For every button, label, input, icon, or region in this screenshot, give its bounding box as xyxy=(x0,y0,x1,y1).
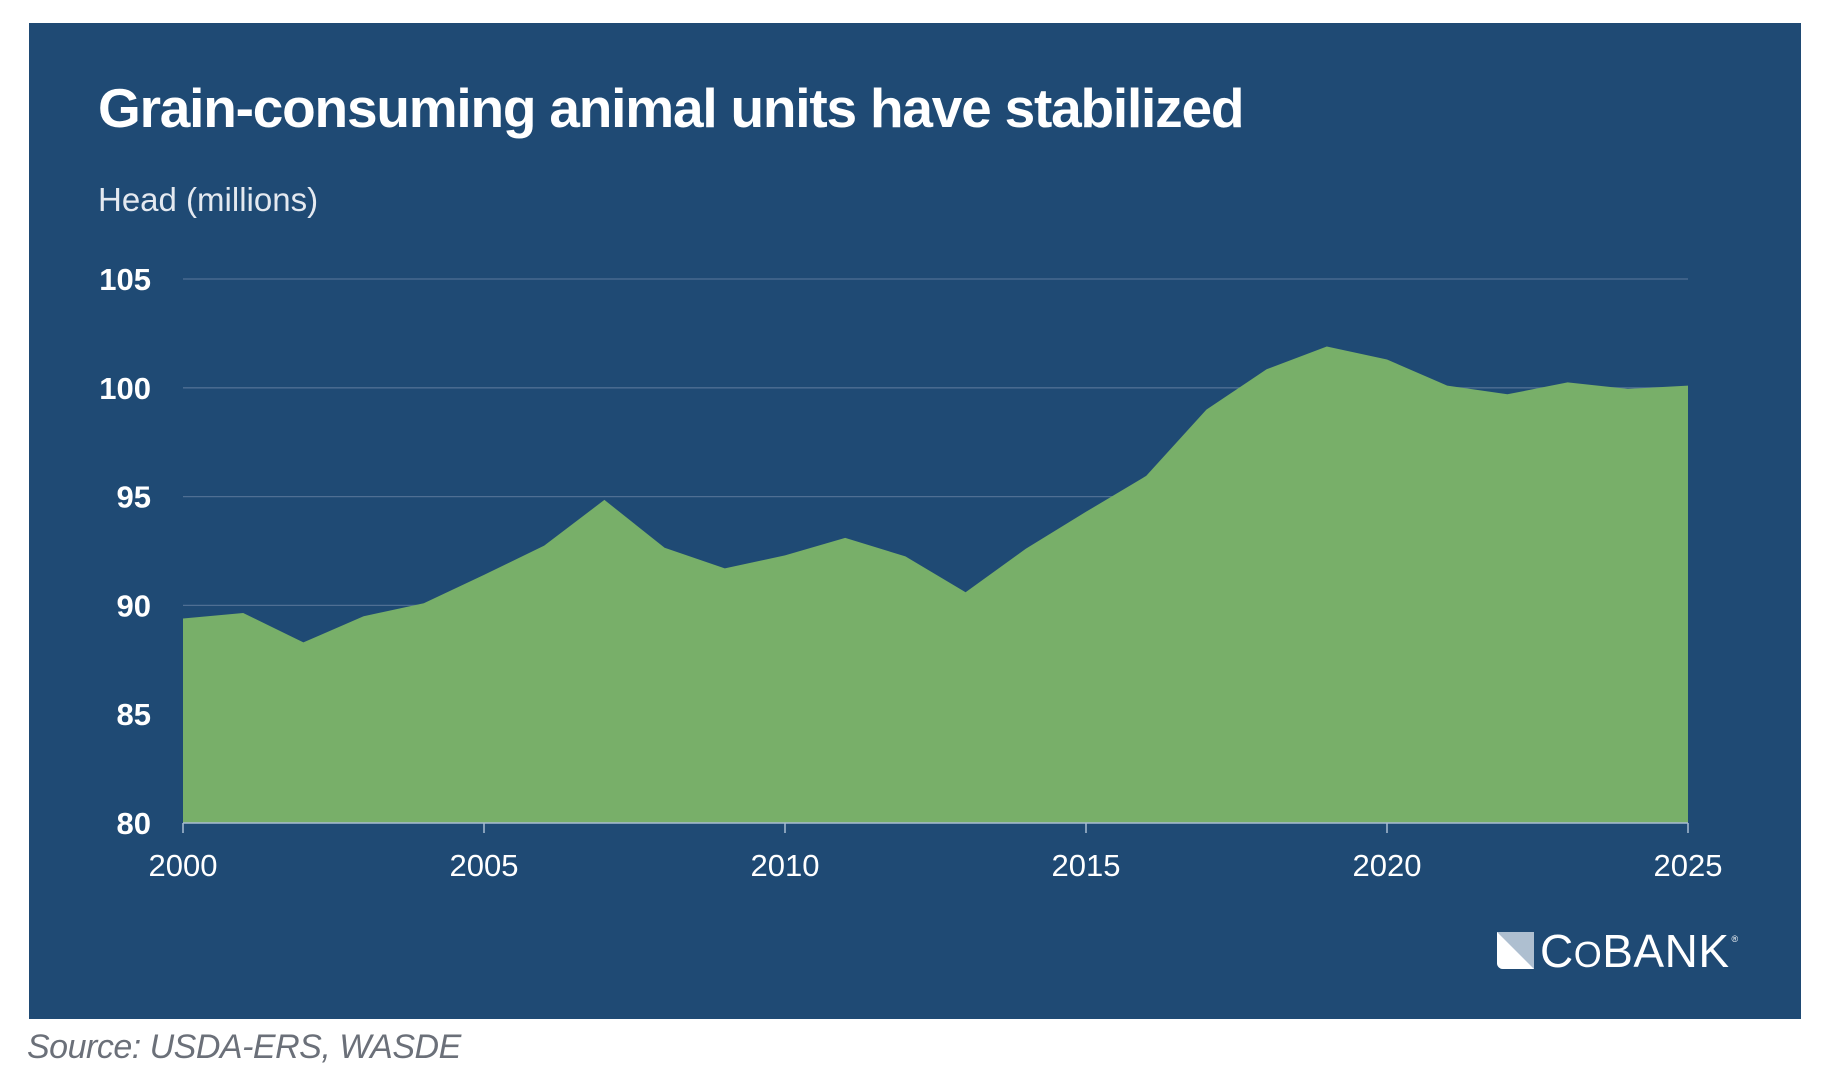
x-tick-label: 2010 xyxy=(751,848,820,883)
x-tick-label: 2020 xyxy=(1353,848,1422,883)
y-axis-unit-label: Head (millions) xyxy=(98,181,319,218)
x-tick-label: 2000 xyxy=(149,848,218,883)
chart-title: Grain-consuming animal units have stabil… xyxy=(98,77,1244,139)
logo-letter-o: O xyxy=(1573,934,1603,975)
x-tick-label: 2005 xyxy=(450,848,519,883)
y-tick-label: 85 xyxy=(117,697,151,732)
cobank-logo-mark-icon xyxy=(1497,932,1534,969)
area-series-grain-consuming-animal-units xyxy=(183,346,1688,823)
y-tick-label: 105 xyxy=(99,262,151,297)
x-axis xyxy=(182,822,1689,833)
y-tick-label: 90 xyxy=(117,588,151,623)
y-tick-label: 100 xyxy=(99,371,151,406)
registered-mark: ® xyxy=(1731,934,1739,944)
logo-letter-c: C xyxy=(1540,925,1574,977)
x-tick-label: 2015 xyxy=(1052,848,1121,883)
logo-letters-bank: BANK xyxy=(1602,925,1730,977)
y-tick-label: 95 xyxy=(117,480,151,515)
y-tick-label: 80 xyxy=(117,806,151,841)
area-layer xyxy=(183,346,1688,823)
x-axis-labels: 2000 2005 2010 2015 2020 2025 xyxy=(149,848,1723,883)
cobank-logo: COBANK ® xyxy=(1497,928,1739,975)
x-tick-label: 2025 xyxy=(1654,848,1723,883)
cobank-logo-text: COBANK xyxy=(1540,928,1730,978)
y-axis-labels: 80 85 90 95 100 105 xyxy=(99,262,151,841)
source-note: Source: USDA-ERS, WASDE xyxy=(27,1028,461,1066)
